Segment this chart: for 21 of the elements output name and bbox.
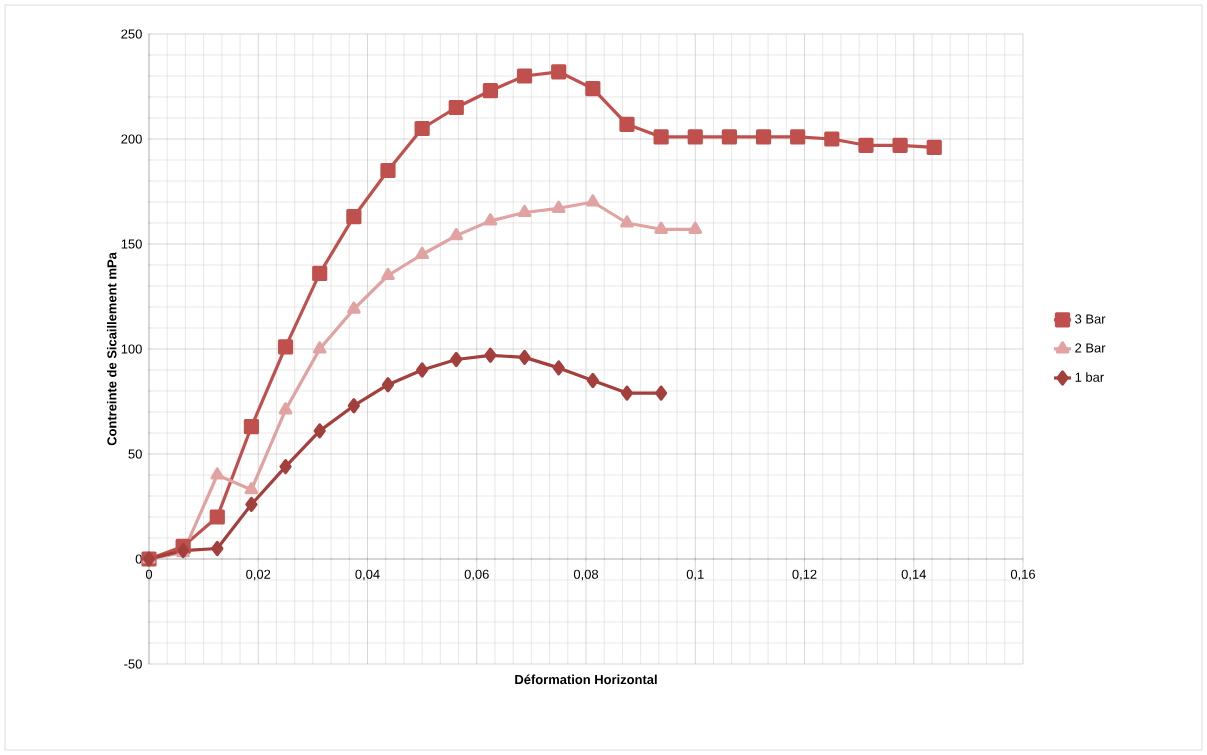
- y-tick-label: 200: [121, 134, 142, 144]
- x-tick-label: 0,1: [686, 569, 704, 581]
- legend-label: 3 Bar: [1075, 314, 1106, 324]
- y-tick-label: -50: [124, 659, 142, 669]
- y-axis-title: Contreinte de Sicaillement mPa: [106, 252, 117, 446]
- y-tick-label: 100: [121, 344, 142, 354]
- x-tick-label: 0,02: [246, 569, 271, 581]
- x-tick-label: 0: [145, 569, 153, 579]
- x-tick-label: 0,14: [901, 569, 926, 581]
- legend-label: 1 bar: [1075, 372, 1104, 382]
- y-tick-label: 250: [121, 29, 142, 39]
- x-tick-label: 0,08: [573, 569, 599, 581]
- y-tick-label: 0: [135, 554, 142, 564]
- x-tick-label: 0,16: [1010, 569, 1036, 581]
- legend-label: 2 Bar: [1075, 343, 1106, 353]
- x-tick-label: 0,06: [464, 569, 489, 581]
- x-tick-label: 0,04: [355, 569, 380, 581]
- y-tick-label: 50: [128, 449, 142, 459]
- x-axis-title: Déformation Horizontal: [515, 674, 657, 685]
- x-tick-label: 0,12: [792, 569, 817, 581]
- y-tick-label: 150: [121, 239, 142, 249]
